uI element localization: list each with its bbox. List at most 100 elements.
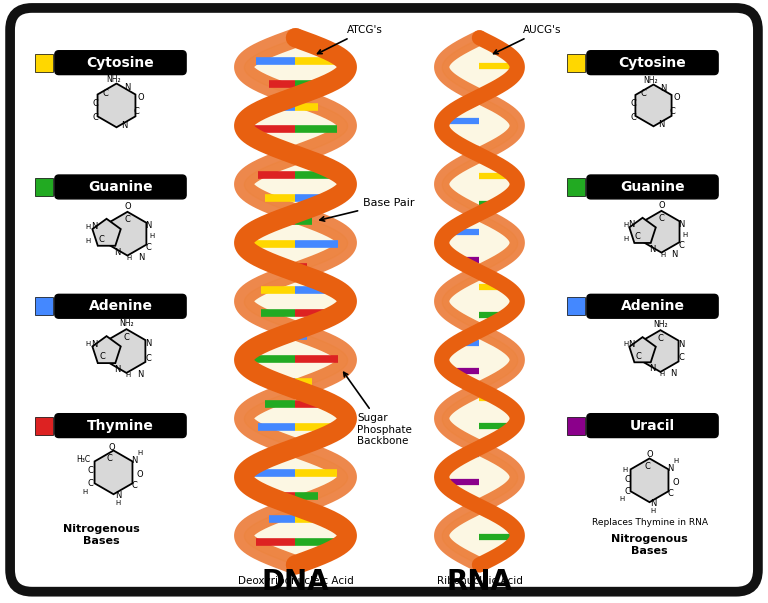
Text: Ribonucleic Acid: Ribonucleic Acid: [436, 576, 522, 586]
FancyBboxPatch shape: [10, 8, 758, 592]
Text: C: C: [145, 355, 151, 364]
Text: Replaces Thymine in RNA: Replaces Thymine in RNA: [591, 517, 707, 526]
Text: N: N: [628, 339, 635, 349]
Text: C: C: [678, 353, 684, 362]
Text: H: H: [674, 458, 679, 464]
Text: Sugar
Phosphate
Backbone: Sugar Phosphate Backbone: [344, 372, 412, 446]
Text: O: O: [672, 478, 679, 487]
Text: N: N: [138, 253, 144, 262]
Text: H: H: [116, 500, 121, 506]
Text: C: C: [124, 215, 131, 224]
Text: H: H: [650, 508, 656, 514]
Text: H: H: [126, 372, 131, 378]
Text: N: N: [91, 339, 98, 349]
Text: Cytosine: Cytosine: [618, 55, 687, 70]
Text: N: N: [671, 250, 677, 259]
Text: N: N: [670, 370, 677, 379]
Text: N: N: [628, 220, 635, 229]
Text: O: O: [108, 443, 115, 452]
Text: O: O: [658, 201, 665, 210]
Text: C: C: [624, 487, 631, 496]
Text: N: N: [678, 339, 684, 349]
FancyBboxPatch shape: [55, 294, 186, 318]
Text: C: C: [641, 89, 647, 98]
Text: Thymine: Thymine: [87, 418, 154, 432]
Text: N: N: [124, 83, 131, 92]
Polygon shape: [92, 336, 121, 363]
Text: C: C: [98, 235, 104, 244]
Text: C: C: [103, 89, 108, 98]
Text: N: N: [145, 338, 151, 347]
Polygon shape: [108, 329, 145, 373]
Text: H: H: [85, 224, 91, 230]
FancyBboxPatch shape: [567, 54, 585, 72]
FancyBboxPatch shape: [35, 54, 53, 72]
Text: AUCG's: AUCG's: [494, 25, 561, 54]
Text: H: H: [623, 341, 628, 347]
Text: NH₂: NH₂: [653, 320, 667, 329]
Text: O: O: [137, 93, 144, 102]
Text: DNA: DNA: [262, 568, 329, 596]
Text: C: C: [631, 113, 637, 122]
FancyBboxPatch shape: [587, 414, 718, 438]
FancyBboxPatch shape: [567, 178, 585, 196]
Text: N: N: [678, 220, 684, 229]
Text: N: N: [115, 491, 121, 500]
FancyBboxPatch shape: [587, 175, 718, 199]
Text: O: O: [646, 450, 653, 459]
Text: C: C: [667, 489, 674, 497]
Text: RNA: RNA: [446, 568, 512, 596]
Polygon shape: [94, 450, 132, 494]
Text: C: C: [678, 241, 684, 250]
Text: H: H: [623, 222, 628, 228]
Text: Uracil: Uracil: [630, 418, 675, 432]
Text: N: N: [658, 120, 664, 129]
Polygon shape: [642, 330, 679, 372]
Text: H: H: [82, 489, 88, 495]
Text: N: N: [121, 121, 127, 130]
Text: N: N: [667, 464, 674, 473]
Text: C: C: [93, 113, 98, 122]
FancyBboxPatch shape: [587, 294, 718, 318]
Text: H₃C: H₃C: [77, 455, 91, 464]
Text: H: H: [150, 233, 155, 239]
Text: C: C: [631, 99, 637, 108]
Text: C: C: [131, 481, 137, 490]
Text: Guanine: Guanine: [621, 180, 685, 194]
Text: C: C: [145, 243, 151, 252]
Text: H: H: [137, 450, 143, 456]
Polygon shape: [98, 84, 135, 127]
Text: H: H: [660, 251, 666, 257]
Text: N: N: [649, 245, 656, 254]
Text: C: C: [100, 353, 105, 362]
Text: Cytosine: Cytosine: [87, 55, 154, 70]
Text: C: C: [634, 232, 641, 241]
Text: Nitrogenous
Bases: Nitrogenous Bases: [63, 524, 140, 546]
FancyBboxPatch shape: [35, 178, 53, 196]
Text: C: C: [134, 107, 139, 116]
FancyBboxPatch shape: [567, 417, 585, 435]
Text: Deoxyribonucleic Acid: Deoxyribonucleic Acid: [237, 576, 353, 586]
Text: N: N: [649, 364, 656, 373]
Text: N: N: [145, 221, 151, 230]
Polygon shape: [629, 218, 656, 243]
Text: C: C: [658, 214, 664, 223]
Text: N: N: [114, 248, 121, 257]
Text: C: C: [644, 462, 650, 471]
Text: NH₂: NH₂: [119, 319, 134, 327]
Polygon shape: [635, 84, 671, 126]
Text: C: C: [670, 107, 675, 116]
Text: O: O: [136, 470, 143, 479]
Polygon shape: [631, 458, 668, 502]
Text: N: N: [131, 456, 137, 465]
Polygon shape: [108, 212, 147, 256]
Text: C: C: [657, 333, 664, 343]
FancyBboxPatch shape: [35, 417, 53, 435]
Text: H: H: [619, 496, 624, 502]
FancyBboxPatch shape: [35, 297, 53, 315]
Polygon shape: [629, 337, 656, 362]
Text: Guanine: Guanine: [88, 180, 153, 194]
Text: N: N: [650, 499, 657, 508]
Text: H: H: [660, 371, 665, 377]
Text: H: H: [85, 238, 91, 244]
